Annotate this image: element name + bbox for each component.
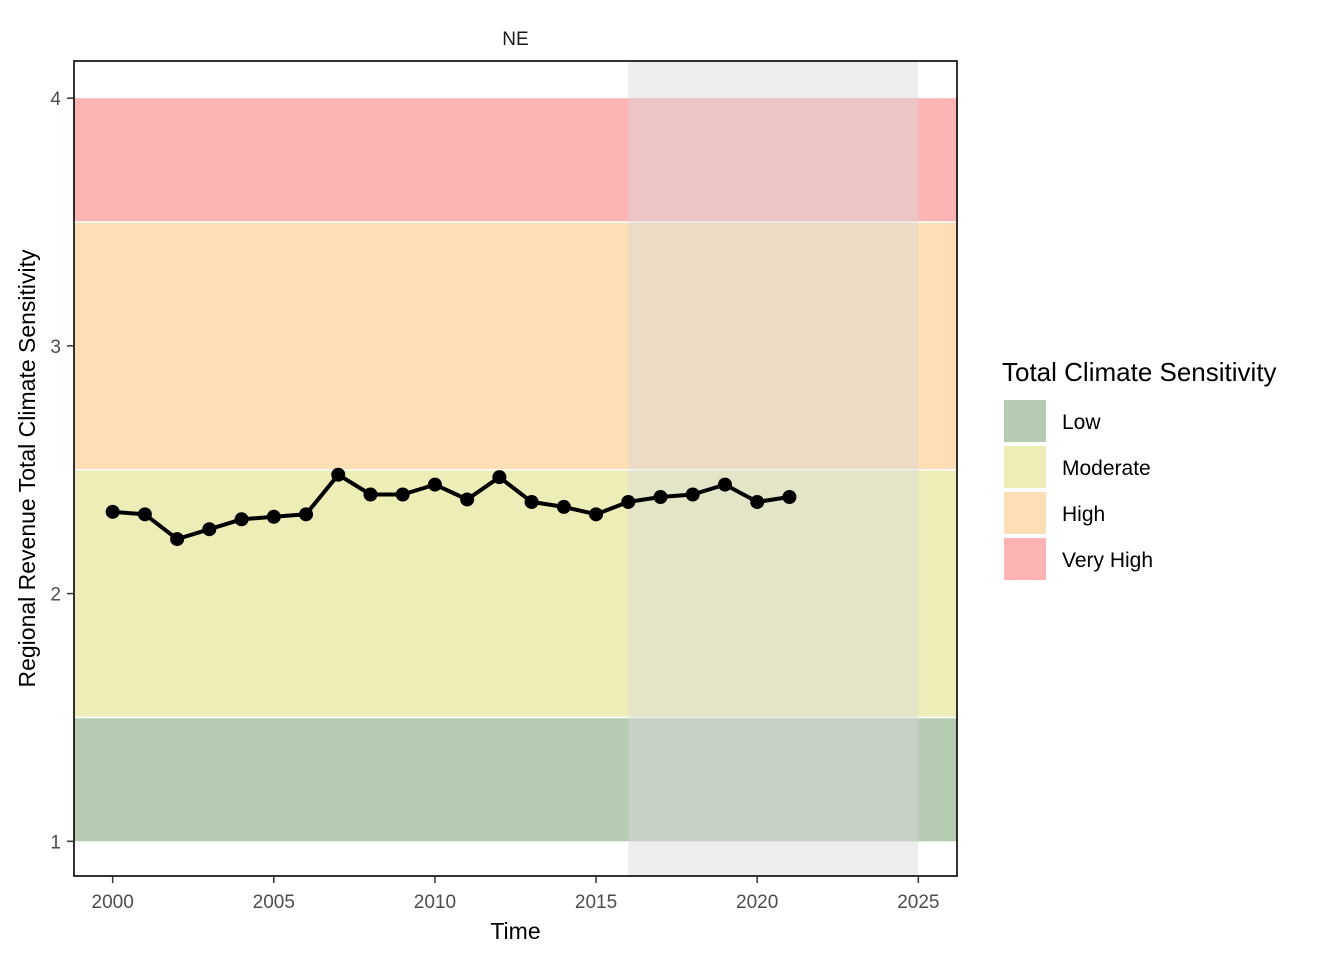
series-line-path xyxy=(112,472,790,542)
x-tick-label: 2025 xyxy=(897,892,939,913)
legend-label: Very High xyxy=(1062,549,1153,572)
data-point xyxy=(234,512,249,527)
x-tick-label: 2020 xyxy=(736,892,778,913)
legend: Total Climate Sensitivity Low Moderate Hig… xyxy=(1002,357,1277,580)
series-line xyxy=(105,467,797,547)
data-point xyxy=(492,470,507,485)
band-very-high xyxy=(74,98,957,223)
data-point xyxy=(524,494,539,509)
legend-items: Low Moderate High Very High xyxy=(1004,400,1153,580)
data-point xyxy=(202,522,217,537)
data-point xyxy=(427,477,442,492)
y-tick-label: 1 xyxy=(50,832,61,853)
data-point xyxy=(685,487,700,502)
data-point xyxy=(105,504,120,519)
data-point xyxy=(395,487,410,502)
axes: 2000 2005 2010 2015 2020 2025 1 2 3 4 xyxy=(50,89,939,913)
facet-title: NE xyxy=(502,29,528,50)
data-point xyxy=(299,507,314,522)
data-point xyxy=(556,499,571,514)
data-point xyxy=(137,507,152,522)
legend-swatch-low xyxy=(1004,400,1046,442)
data-point xyxy=(266,509,281,524)
x-axis-title: Time xyxy=(490,918,540,944)
data-point xyxy=(363,487,378,502)
shaded-period-rect xyxy=(628,61,919,876)
y-axis-title: Regional Revenue Total Climate Sensitivi… xyxy=(14,249,40,688)
data-point xyxy=(782,489,797,504)
legend-swatch-moderate xyxy=(1004,446,1046,488)
x-tick-label: 2005 xyxy=(253,892,295,913)
legend-label: High xyxy=(1062,503,1105,526)
legend-label: Low xyxy=(1062,411,1101,434)
band-moderate xyxy=(74,469,957,718)
data-point xyxy=(717,477,732,492)
y-tick-label: 3 xyxy=(50,337,61,358)
band-high xyxy=(74,222,957,470)
legend-label: Moderate xyxy=(1062,457,1151,480)
data-point xyxy=(653,489,668,504)
sensitivity-bands xyxy=(74,98,957,842)
band-low xyxy=(74,717,957,842)
legend-swatch-very-high xyxy=(1004,538,1046,580)
legend-swatch-high xyxy=(1004,492,1046,534)
x-tick-label: 2010 xyxy=(414,892,456,913)
data-point xyxy=(170,532,185,547)
legend-title: Total Climate Sensitivity xyxy=(1002,357,1277,387)
data-point xyxy=(331,467,346,482)
data-point xyxy=(460,492,475,507)
x-tick-label: 2000 xyxy=(92,892,134,913)
data-point xyxy=(750,494,765,509)
y-tick-label: 2 xyxy=(50,585,61,606)
y-tick-label: 4 xyxy=(50,89,61,110)
x-tick-label: 2015 xyxy=(575,892,617,913)
data-point xyxy=(621,494,636,509)
shaded-period xyxy=(628,61,919,876)
panel-border xyxy=(73,60,958,877)
data-point xyxy=(589,507,604,522)
